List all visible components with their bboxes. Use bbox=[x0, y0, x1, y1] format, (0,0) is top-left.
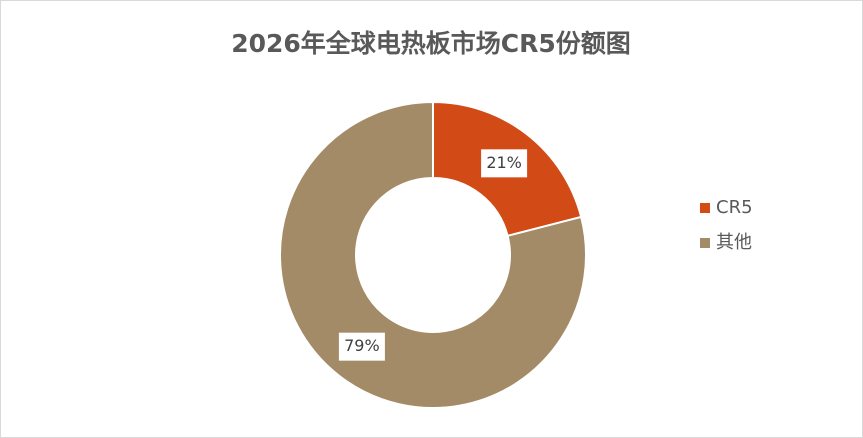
data-label: 21% bbox=[486, 153, 522, 172]
legend-swatch bbox=[700, 238, 710, 248]
legend-swatch bbox=[700, 203, 710, 213]
chart-title: 2026年全球电热板市场CR5份额图 bbox=[231, 29, 631, 58]
donut-slice bbox=[279, 100, 587, 409]
data-label-box bbox=[338, 332, 385, 361]
data-label-box bbox=[481, 149, 528, 178]
legend-label: CR5 bbox=[716, 197, 753, 218]
data-label: 79% bbox=[344, 336, 380, 355]
legend-label: 其他 bbox=[716, 232, 752, 253]
